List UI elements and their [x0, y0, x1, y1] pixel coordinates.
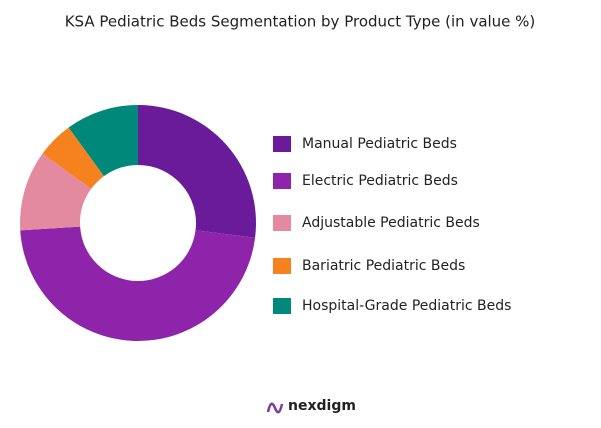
- legend-label: Electric Pediatric Beds: [302, 173, 458, 189]
- legend-swatch: [273, 173, 291, 189]
- donut-slice: [68, 105, 138, 177]
- legend-label: Adjustable Pediatric Beds: [302, 215, 480, 231]
- donut-slice: [20, 226, 256, 342]
- donut-slice: [138, 105, 256, 238]
- logo-text: nexdigm: [288, 398, 356, 414]
- chart-title: KSA Pediatric Beds Segmentation by Produ…: [65, 13, 536, 31]
- legend-label: Bariatric Pediatric Beds: [302, 258, 465, 274]
- legend-swatch: [273, 298, 291, 314]
- donut-slice: [19, 153, 92, 231]
- legend-swatch: [273, 215, 291, 231]
- legend-swatch: [273, 136, 291, 152]
- logo: nexdigm: [266, 398, 356, 414]
- logo-mark: [266, 402, 284, 414]
- legend-label: Hospital-Grade Pediatric Beds: [302, 298, 511, 314]
- legend-label: Manual Pediatric Beds: [302, 136, 457, 152]
- legend-swatch: [273, 258, 291, 274]
- donut-slice: [42, 127, 104, 189]
